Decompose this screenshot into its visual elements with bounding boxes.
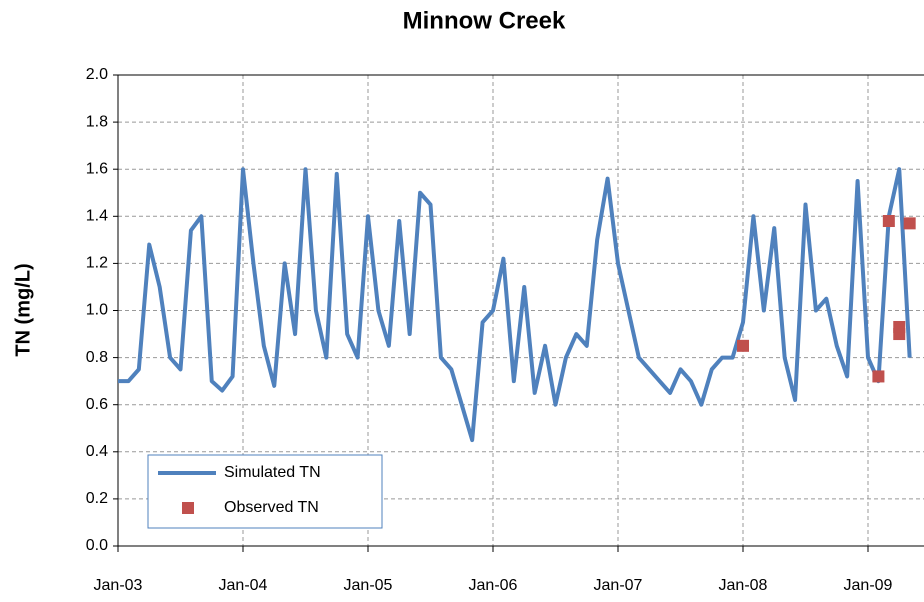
y-tick-label: 1.8 — [86, 113, 108, 130]
chart-title: Minnow Creek — [403, 7, 566, 34]
legend-label: Observed TN — [224, 499, 319, 516]
observed-marker — [882, 215, 895, 228]
y-tick-label: 0.0 — [86, 537, 108, 554]
observed-marker — [903, 217, 916, 230]
series-line — [118, 167, 912, 443]
y-tick-label: 0.4 — [86, 443, 108, 460]
y-tick-label: 0.2 — [86, 490, 108, 507]
x-tick-label: Jan-08 — [719, 577, 768, 594]
y-tick-label: 1.2 — [86, 255, 108, 272]
x-tick-label: Jan-03 — [94, 577, 143, 594]
legend-marker — [182, 502, 194, 514]
y-tick-label: 2.0 — [86, 66, 108, 83]
y-tick-label: 0.6 — [86, 396, 108, 413]
y-tick-label: 1.4 — [86, 208, 108, 225]
x-tick-label: Jan-09 — [844, 577, 893, 594]
x-tick-label: Jan-05 — [344, 577, 393, 594]
y-tick-label: 1.6 — [86, 160, 108, 177]
legend-label: Simulated TN — [224, 464, 321, 481]
observed-marker — [893, 320, 906, 333]
legend-box — [147, 454, 383, 529]
x-tick-label: Jan-06 — [469, 577, 518, 594]
observed-marker — [737, 339, 749, 352]
y-tick-label: 1.0 — [86, 302, 108, 319]
x-tick-label: Jan-04 — [219, 577, 268, 594]
y-tick-label: 0.8 — [86, 349, 108, 366]
x-tick-label: Jan-07 — [594, 577, 643, 594]
y-axis-label: TN (mg/L) — [12, 263, 34, 356]
observed-marker — [872, 370, 885, 383]
